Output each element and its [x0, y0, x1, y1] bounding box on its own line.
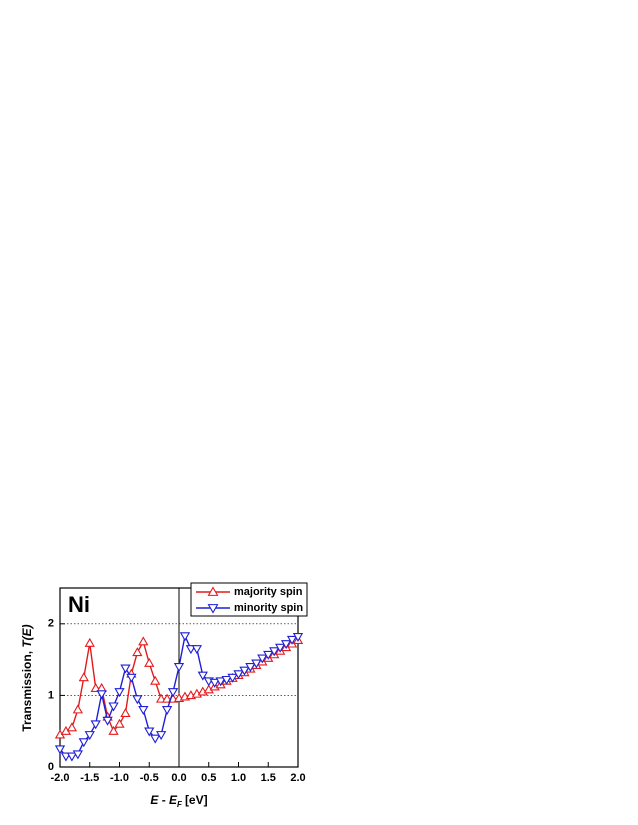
marker	[239, 666, 250, 676]
marker	[72, 750, 83, 760]
marker	[209, 678, 220, 688]
x-tick-label: 1.0	[231, 772, 246, 784]
marker	[221, 675, 232, 685]
marker	[78, 672, 89, 682]
x-tick-label: -1.5	[80, 772, 99, 784]
marker	[257, 654, 268, 664]
x-tick-label: -1.0	[110, 772, 129, 784]
x-tick-label: 2.0	[290, 772, 305, 784]
marker	[150, 675, 161, 685]
marker	[72, 704, 83, 714]
y-tick-label: 1	[48, 689, 54, 701]
marker	[286, 635, 298, 645]
marker	[54, 745, 66, 755]
marker	[156, 693, 167, 703]
marker	[138, 636, 149, 646]
marker	[108, 702, 119, 712]
marker	[84, 731, 95, 741]
marker	[132, 695, 143, 705]
marker	[132, 647, 143, 657]
y-label-main: Transmission,	[20, 648, 34, 732]
x-label-sub: F	[177, 800, 183, 809]
marker	[66, 752, 78, 762]
marker	[60, 752, 72, 762]
x-axis-label: E - EF [eV]	[150, 793, 207, 809]
marker	[66, 722, 78, 732]
y-axis-label: Transmission, T(E)	[20, 624, 34, 731]
marker	[126, 673, 137, 683]
x-label-main: E - E	[150, 793, 178, 807]
annotation: Ni	[68, 592, 90, 617]
marker	[275, 643, 286, 653]
marker	[78, 738, 89, 748]
marker	[161, 693, 173, 703]
marker	[114, 688, 125, 698]
marker	[167, 688, 179, 698]
marker	[150, 734, 161, 744]
marker	[108, 725, 119, 735]
marker	[114, 718, 125, 728]
x-tick-label: -0.5	[140, 772, 159, 784]
marker	[179, 632, 191, 642]
marker	[173, 663, 185, 673]
marker	[197, 671, 208, 681]
marker	[120, 664, 131, 674]
marker	[138, 706, 149, 716]
x-tick-label: 1.5	[261, 772, 276, 784]
x-tick-label: 0.0	[171, 772, 186, 784]
marker	[90, 720, 101, 730]
marker	[227, 673, 238, 683]
marker	[96, 690, 107, 700]
marker	[191, 645, 202, 655]
marker	[156, 731, 167, 741]
marker	[144, 727, 155, 737]
marker	[280, 640, 292, 650]
marker	[90, 682, 101, 692]
legend-marker	[207, 586, 219, 596]
marker	[144, 657, 155, 667]
x-label-unit: [eV]	[185, 793, 208, 807]
marker	[215, 677, 226, 687]
marker	[251, 659, 262, 669]
marker	[263, 650, 274, 660]
marker	[185, 645, 197, 655]
y-tick-label: 2	[48, 618, 54, 630]
y-tick-label: 0	[48, 761, 54, 773]
marker	[84, 637, 95, 647]
marker	[161, 706, 173, 716]
marker	[292, 632, 304, 642]
x-tick-label: -2.0	[51, 772, 70, 784]
marker	[245, 663, 256, 673]
legend-box	[190, 582, 308, 617]
legend-label: minority spin	[234, 602, 303, 614]
plot-frame	[59, 587, 299, 768]
marker	[269, 647, 280, 657]
x-tick-label: 0.5	[201, 772, 216, 784]
marker	[120, 707, 131, 717]
legend-marker	[207, 604, 219, 614]
marker	[102, 716, 113, 726]
y-label-italic: T(E)	[20, 624, 34, 647]
marker	[233, 670, 244, 680]
legend-label: majority spin	[234, 586, 303, 598]
